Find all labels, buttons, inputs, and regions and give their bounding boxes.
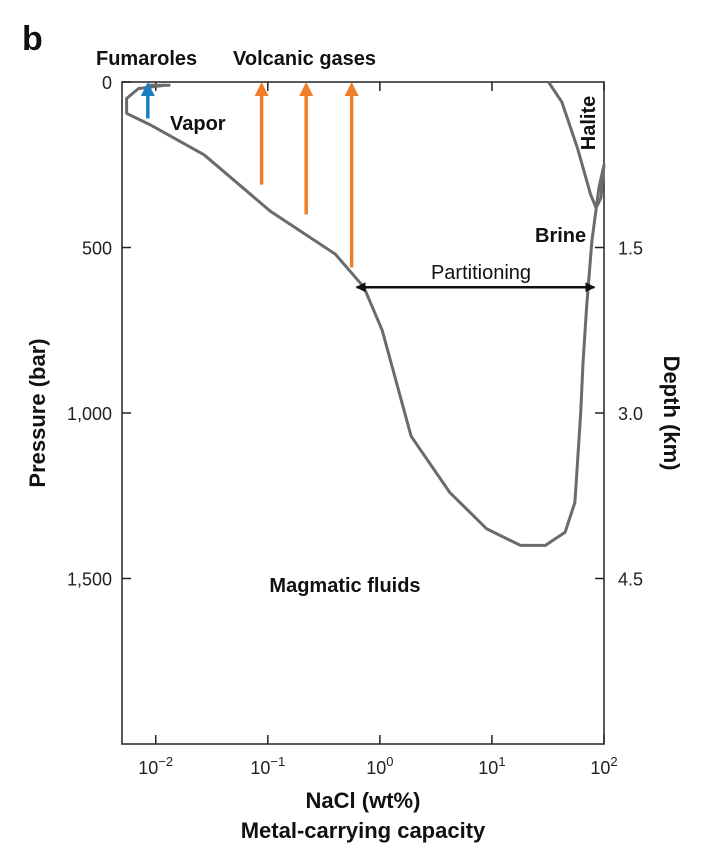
- x-tick-label-3: 101: [478, 754, 505, 778]
- axis-ticks: [122, 81, 605, 744]
- x-tick-label-2: 100: [366, 754, 393, 778]
- series-layer: [125, 81, 606, 547]
- plot-frame: [121, 81, 605, 745]
- arrow-head-3: [344, 82, 359, 96]
- y-tick-labels: 0 500 1,000 1,500: [67, 73, 112, 590]
- arrow-layer: [140, 82, 359, 268]
- x-tick-label-0: 10−2: [138, 754, 173, 778]
- y-tick-label-0: 0: [102, 73, 112, 93]
- arrow-head-2: [299, 82, 314, 96]
- halite-label: Halite: [578, 96, 600, 150]
- partitioning-label: Partitioning: [431, 262, 531, 284]
- phase-boundary-line-0: [125, 81, 606, 547]
- brine-label: Brine: [535, 225, 586, 247]
- arrow-head-0: [140, 82, 155, 96]
- y2-tick-label-1: 3.0: [618, 404, 643, 424]
- y2-axis-title: Depth (km): [659, 356, 684, 471]
- y-axis-title: Pressure (bar): [25, 338, 50, 487]
- y-tick-label-3: 1,500: [67, 570, 112, 590]
- y2-tick-labels: 1.5 3.0 4.5: [618, 239, 643, 590]
- magmatic-fluids-label: Magmatic fluids: [269, 575, 420, 597]
- y-tick-label-2: 1,000: [67, 404, 112, 424]
- x-tick-label-1: 10−1: [250, 754, 285, 778]
- fumaroles-label: Fumaroles: [96, 48, 197, 70]
- arrow-head-1: [254, 82, 269, 96]
- x-axis-title: NaCl (wt%): [306, 788, 421, 813]
- volcanic-gases-label: Volcanic gases: [233, 48, 376, 70]
- x-axis-subtitle: Metal-carrying capacity: [241, 818, 486, 843]
- panel-label: b: [22, 20, 43, 58]
- x-tick-label-4: 102: [590, 754, 617, 778]
- x-tick-labels: 10−2 10−1 100 101 102: [138, 754, 617, 778]
- y-tick-label-1: 500: [82, 239, 112, 259]
- y2-tick-label-0: 1.5: [618, 239, 643, 259]
- vapor-label: Vapor: [170, 113, 226, 135]
- y2-tick-label-2: 4.5: [618, 570, 643, 590]
